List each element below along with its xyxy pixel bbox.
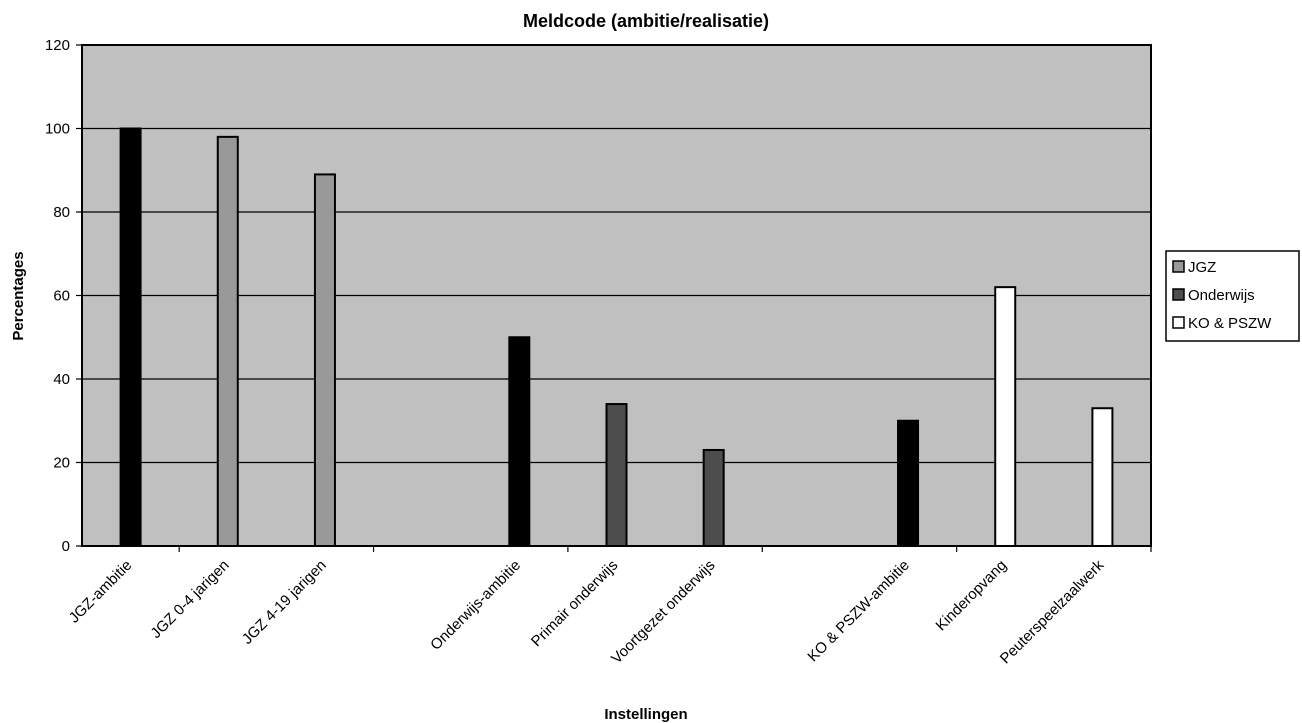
y-tick-label: 40: [53, 371, 70, 388]
x-tick-labels: JGZ-ambitie JGZ 0-4 jarigen JGZ 4-19 jarig…: [66, 556, 1108, 667]
bar: [897, 419, 920, 547]
x-tick-label: Onderwijs-ambitie: [427, 557, 524, 654]
x-tick-label: JGZ-ambitie: [66, 557, 136, 627]
legend: JGZ Onderwijs KO & PSZW: [1165, 250, 1300, 342]
axes: [76, 44, 1152, 552]
bar: [1091, 407, 1114, 547]
bar: [702, 448, 725, 548]
gridlines: [82, 127, 1151, 464]
legend-swatch: [1172, 316, 1185, 329]
legend-label: JGZ: [1188, 259, 1216, 276]
legend-label: KO & PSZW: [1188, 315, 1272, 332]
x-tick-label: KO & PSZW-ambitie: [804, 557, 912, 665]
x-tick-label: Kinderopvang: [933, 557, 1010, 634]
x-tick-label: JGZ 0-4 jarigen: [147, 557, 232, 642]
y-tick-label: 0: [62, 538, 70, 555]
bar: [605, 403, 628, 547]
bar: [216, 135, 239, 547]
x-tick-label: Voortgezet onderwijs: [608, 557, 718, 667]
x-tick-label: JGZ 4-19 jarigen: [239, 557, 330, 648]
x-tick-label: Peuterspeelzaalwerk: [997, 556, 1108, 667]
y-tick-label: 80: [53, 204, 70, 221]
x-tick-label: Primair onderwijs: [528, 557, 621, 650]
bars: [119, 127, 1114, 548]
chart-title: Meldcode (ambitie/realisatie): [523, 11, 769, 31]
y-axis-title: Percentages: [10, 251, 27, 340]
bar: [508, 336, 531, 547]
x-axis-title: Instellingen: [604, 706, 687, 723]
legend-box: [1165, 250, 1300, 342]
y-tick-label: 20: [53, 455, 70, 472]
legend-swatch: [1172, 288, 1185, 301]
y-tick-label: 100: [45, 121, 70, 138]
bar: [119, 127, 142, 547]
y-tick-labels: 0 20 40 60 80 100 120: [45, 37, 70, 555]
legend-swatch: [1172, 260, 1185, 273]
y-tick-label: 60: [53, 288, 70, 305]
y-tick-label: 120: [45, 37, 70, 54]
bar: [313, 173, 336, 548]
legend-label: Onderwijs: [1188, 287, 1255, 304]
bar: [994, 286, 1017, 547]
